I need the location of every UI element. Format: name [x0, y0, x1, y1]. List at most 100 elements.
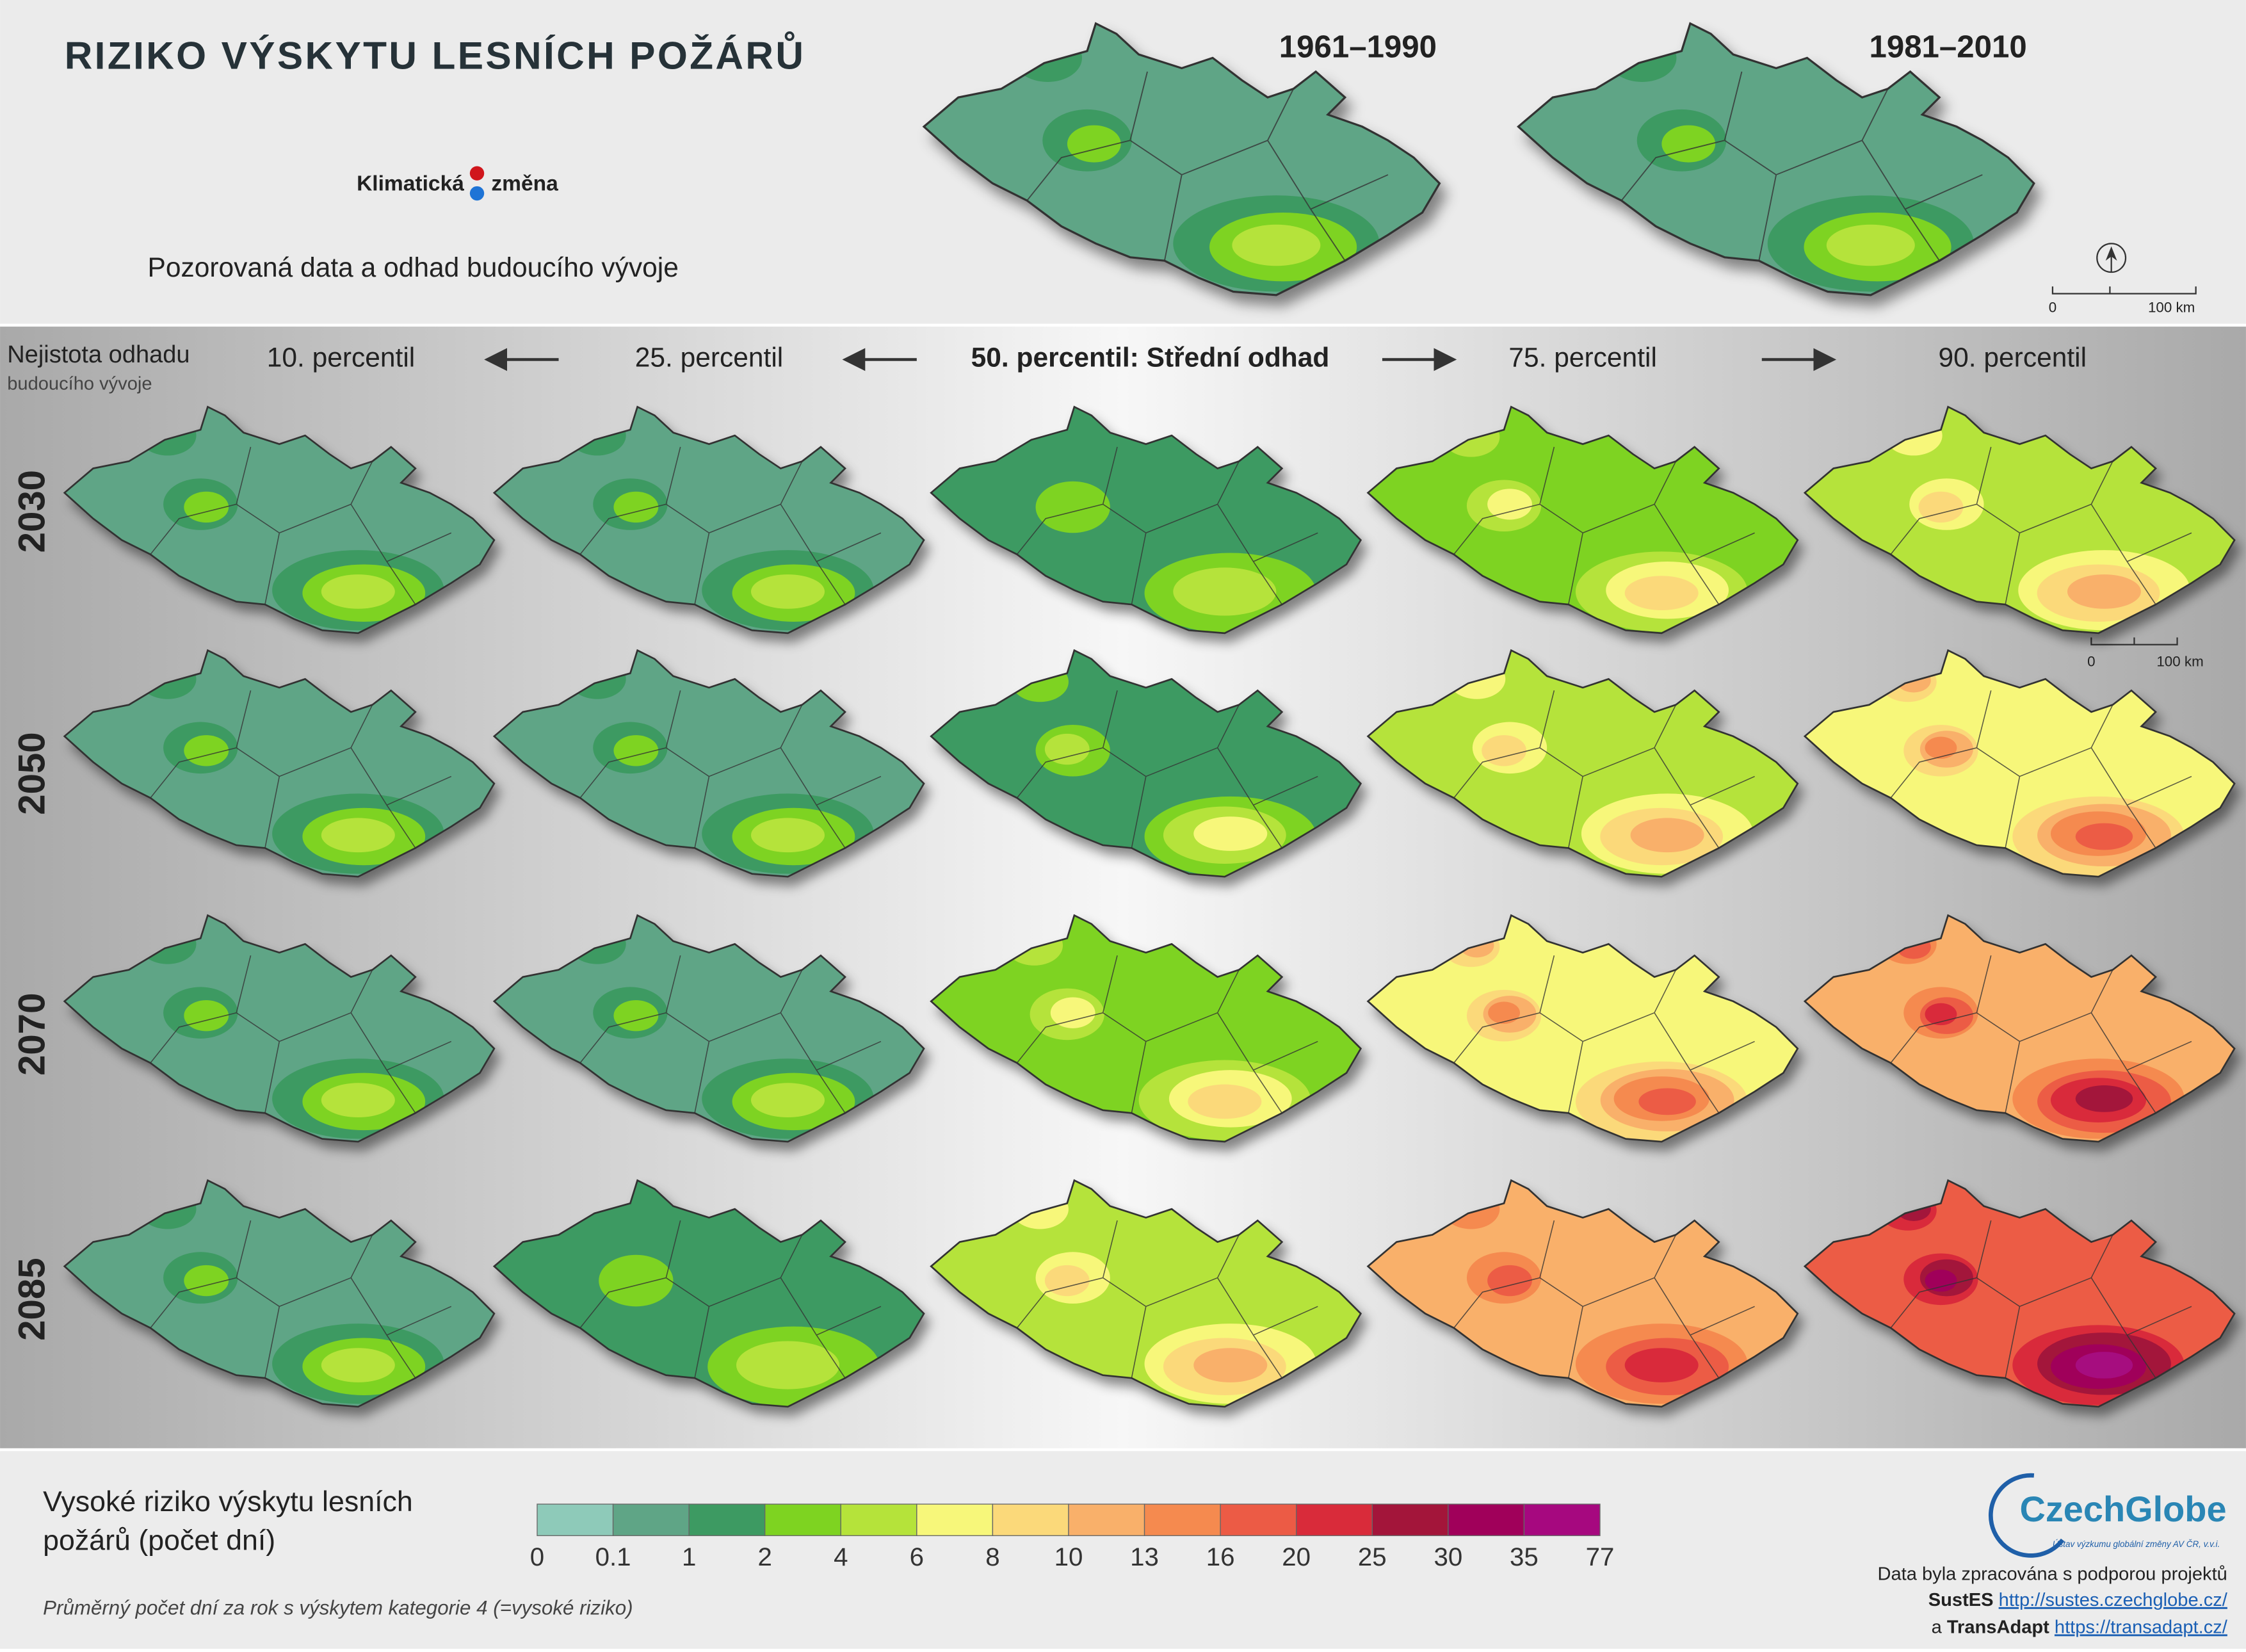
year-label: 2070 [11, 993, 53, 1076]
logo-dot [469, 186, 485, 201]
region-borders [1026, 71, 1389, 261]
map-zone [1482, 735, 1526, 766]
map-outline [1517, 22, 2035, 296]
region-borders [1453, 1220, 1755, 1379]
legend-swatch [1068, 1503, 1145, 1536]
map-outline [1366, 914, 1799, 1143]
map-zone [2075, 823, 2133, 850]
map-zone [750, 818, 825, 853]
legend-swatch [688, 1503, 766, 1536]
prefix: a [1932, 1617, 1943, 1637]
map-zone [184, 735, 229, 766]
region-borders [150, 446, 452, 605]
map-zone [613, 735, 659, 766]
legend-tick-label: 4 [834, 1543, 848, 1571]
map-zone [750, 574, 825, 609]
legend-swatch [1523, 1503, 1601, 1536]
map-outline [492, 1179, 925, 1408]
region-borders [579, 446, 882, 605]
percentile-label: 75. percentil [1508, 343, 1657, 373]
logo-text: Klimatická [357, 172, 464, 196]
legend-swatch [1448, 1503, 1525, 1536]
legend-swatch [840, 1503, 917, 1536]
region-borders [1890, 446, 2192, 605]
legend-tick-label: 35 [1510, 1543, 1539, 1571]
logo-dot [469, 166, 485, 181]
year-label: 2030 [11, 470, 53, 553]
credits-line: a TransAdapt https://transadapt.cz/ [1932, 1617, 2228, 1637]
legend-swatch [612, 1503, 690, 1536]
map-zone [1050, 997, 1095, 1028]
region-borders [1016, 955, 1318, 1113]
map-zone [184, 1000, 229, 1032]
region-borders [1890, 690, 2192, 848]
map-zone [2075, 1352, 2133, 1379]
logo-text: změna [491, 172, 558, 196]
region-borders [579, 690, 882, 848]
map-outline [63, 649, 496, 878]
subtitle: Pozorovaná data a odhad budoucího vývoje [147, 253, 678, 283]
legend-swatch [1220, 1503, 1297, 1536]
map-zone [1638, 1088, 1696, 1115]
map-outline [492, 914, 925, 1143]
link[interactable]: http://sustes.czechglobe.cz/ [1999, 1590, 2228, 1610]
map-zone [1193, 816, 1268, 851]
percentile-label: 90. percentil [1939, 343, 2087, 373]
legend-tick-label: 10 [1054, 1543, 1083, 1571]
legend-swatch [1143, 1503, 1221, 1536]
legend-tick-label: 0.1 [595, 1543, 631, 1571]
map-zone [1661, 125, 1716, 163]
map-outline [1803, 914, 2236, 1143]
percentile-label: 10. percentil [267, 343, 416, 373]
legend-tick-label: 77 [1586, 1543, 1615, 1571]
scale-bar [2051, 286, 2197, 295]
map-zone [1173, 567, 1277, 616]
map-outline [922, 22, 1441, 296]
map-zone [1044, 1265, 1090, 1297]
map-zone [1232, 224, 1321, 266]
map [930, 1179, 1362, 1408]
legend-tick-label: 2 [758, 1543, 772, 1571]
map-zone [1193, 1348, 1268, 1382]
region-borders [1016, 690, 1318, 848]
map-outline [1366, 649, 1799, 878]
map-zone [1487, 1265, 1532, 1297]
region-borders [1890, 1220, 2192, 1379]
credits-line: Data byla zpracována s podporou projektů [1877, 1564, 2227, 1585]
region-borders [579, 1220, 882, 1379]
region-borders [1016, 446, 1318, 605]
link[interactable]: https://transadapt.cz/ [2055, 1617, 2228, 1637]
map-zone [1826, 224, 1915, 266]
map-zone [736, 1341, 840, 1389]
region-borders [579, 955, 882, 1113]
map-zone [321, 818, 395, 853]
map-zone [2075, 1085, 2133, 1112]
map-outline [930, 914, 1362, 1143]
uncertainty-label: budoucího vývoje [7, 374, 152, 394]
legend-tick-label: 6 [910, 1543, 924, 1571]
map-zone [184, 1265, 229, 1297]
map-zone [1925, 1269, 1957, 1292]
legend-swatch [537, 1503, 614, 1536]
map-outline [930, 1179, 1362, 1408]
uncertainty-label: Nejistota odhadu [7, 341, 190, 368]
map-zone [1624, 576, 1699, 611]
map-zone [1925, 736, 1957, 759]
legend-tick-label: 20 [1282, 1543, 1311, 1571]
region-borders [1453, 446, 1755, 605]
map-zone [321, 1083, 395, 1118]
map-outline [1366, 1179, 1799, 1408]
map-outline [1803, 1179, 2236, 1408]
legend-swatch [992, 1503, 1069, 1536]
map-zone [750, 1083, 825, 1118]
map-zone [1630, 818, 1704, 853]
map-zone [1035, 481, 1110, 533]
map-zone [1188, 1084, 1262, 1119]
map-zone [321, 574, 395, 609]
scale-label: 0 [2087, 653, 2095, 669]
region-borders [150, 1220, 452, 1379]
czechglobe-logo: CzechGlobe [2019, 1489, 2226, 1529]
map-outline [1803, 405, 2236, 635]
north-arrow [2096, 243, 2127, 273]
map-outline [1803, 649, 2236, 878]
